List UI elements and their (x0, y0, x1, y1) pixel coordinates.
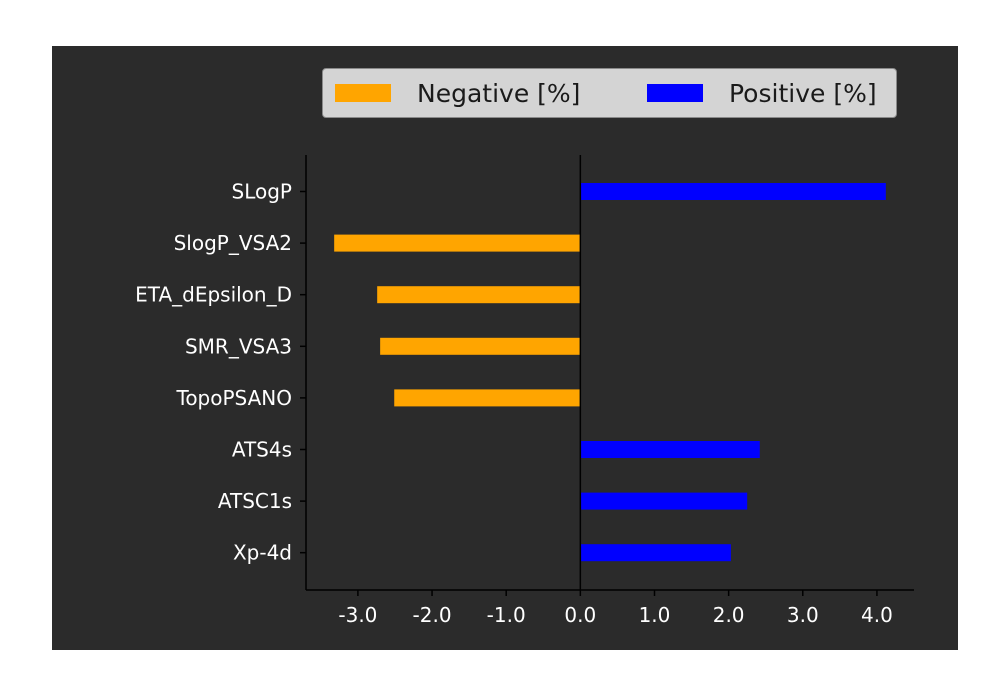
y-tick-label: SLogP (232, 180, 292, 204)
y-tick-label: Xp-4d (233, 541, 292, 565)
legend-item-positive: Positive [%] (647, 69, 877, 117)
bar-ats4s (580, 441, 760, 458)
legend-item-negative: Negative [%] (335, 69, 580, 117)
chart-legend: Negative [%] Positive [%] (322, 68, 897, 118)
bar-topopsano (394, 389, 581, 407)
y-tick-label: SlogP_VSA2 (174, 231, 292, 255)
legend-swatch-positive (647, 84, 703, 102)
x-tick-label: 2.0 (713, 603, 745, 627)
legend-label-negative: Negative [%] (417, 78, 581, 108)
y-tick-label: ATSC1s (218, 489, 292, 513)
bar-atsc1s (580, 492, 748, 510)
bar-smr-vsa3 (380, 337, 581, 355)
bar-slogp-vsa2 (334, 234, 581, 252)
x-tick-label: -2.0 (413, 603, 452, 627)
legend-label-positive: Positive [%] (729, 78, 877, 108)
x-tick-label: 4.0 (861, 603, 893, 627)
bar-slogp (580, 183, 886, 200)
y-tick-label: ATS4s (232, 438, 292, 462)
x-tick-label: 3.0 (787, 603, 819, 627)
x-tick-label: 1.0 (639, 603, 671, 627)
x-tick-label: -1.0 (487, 603, 526, 627)
y-tick-label: TopoPSANO (176, 386, 293, 410)
y-tick-label: SMR_VSA3 (185, 334, 292, 358)
x-tick-label: 0.0 (564, 603, 596, 627)
x-tick-label: -3.0 (338, 603, 377, 627)
bar-eta-depsilon-d (377, 286, 581, 304)
y-tick-label: ETA_dEpsilon_D (135, 283, 292, 307)
bar-xp-4d (580, 544, 731, 562)
legend-swatch-negative (335, 84, 391, 102)
